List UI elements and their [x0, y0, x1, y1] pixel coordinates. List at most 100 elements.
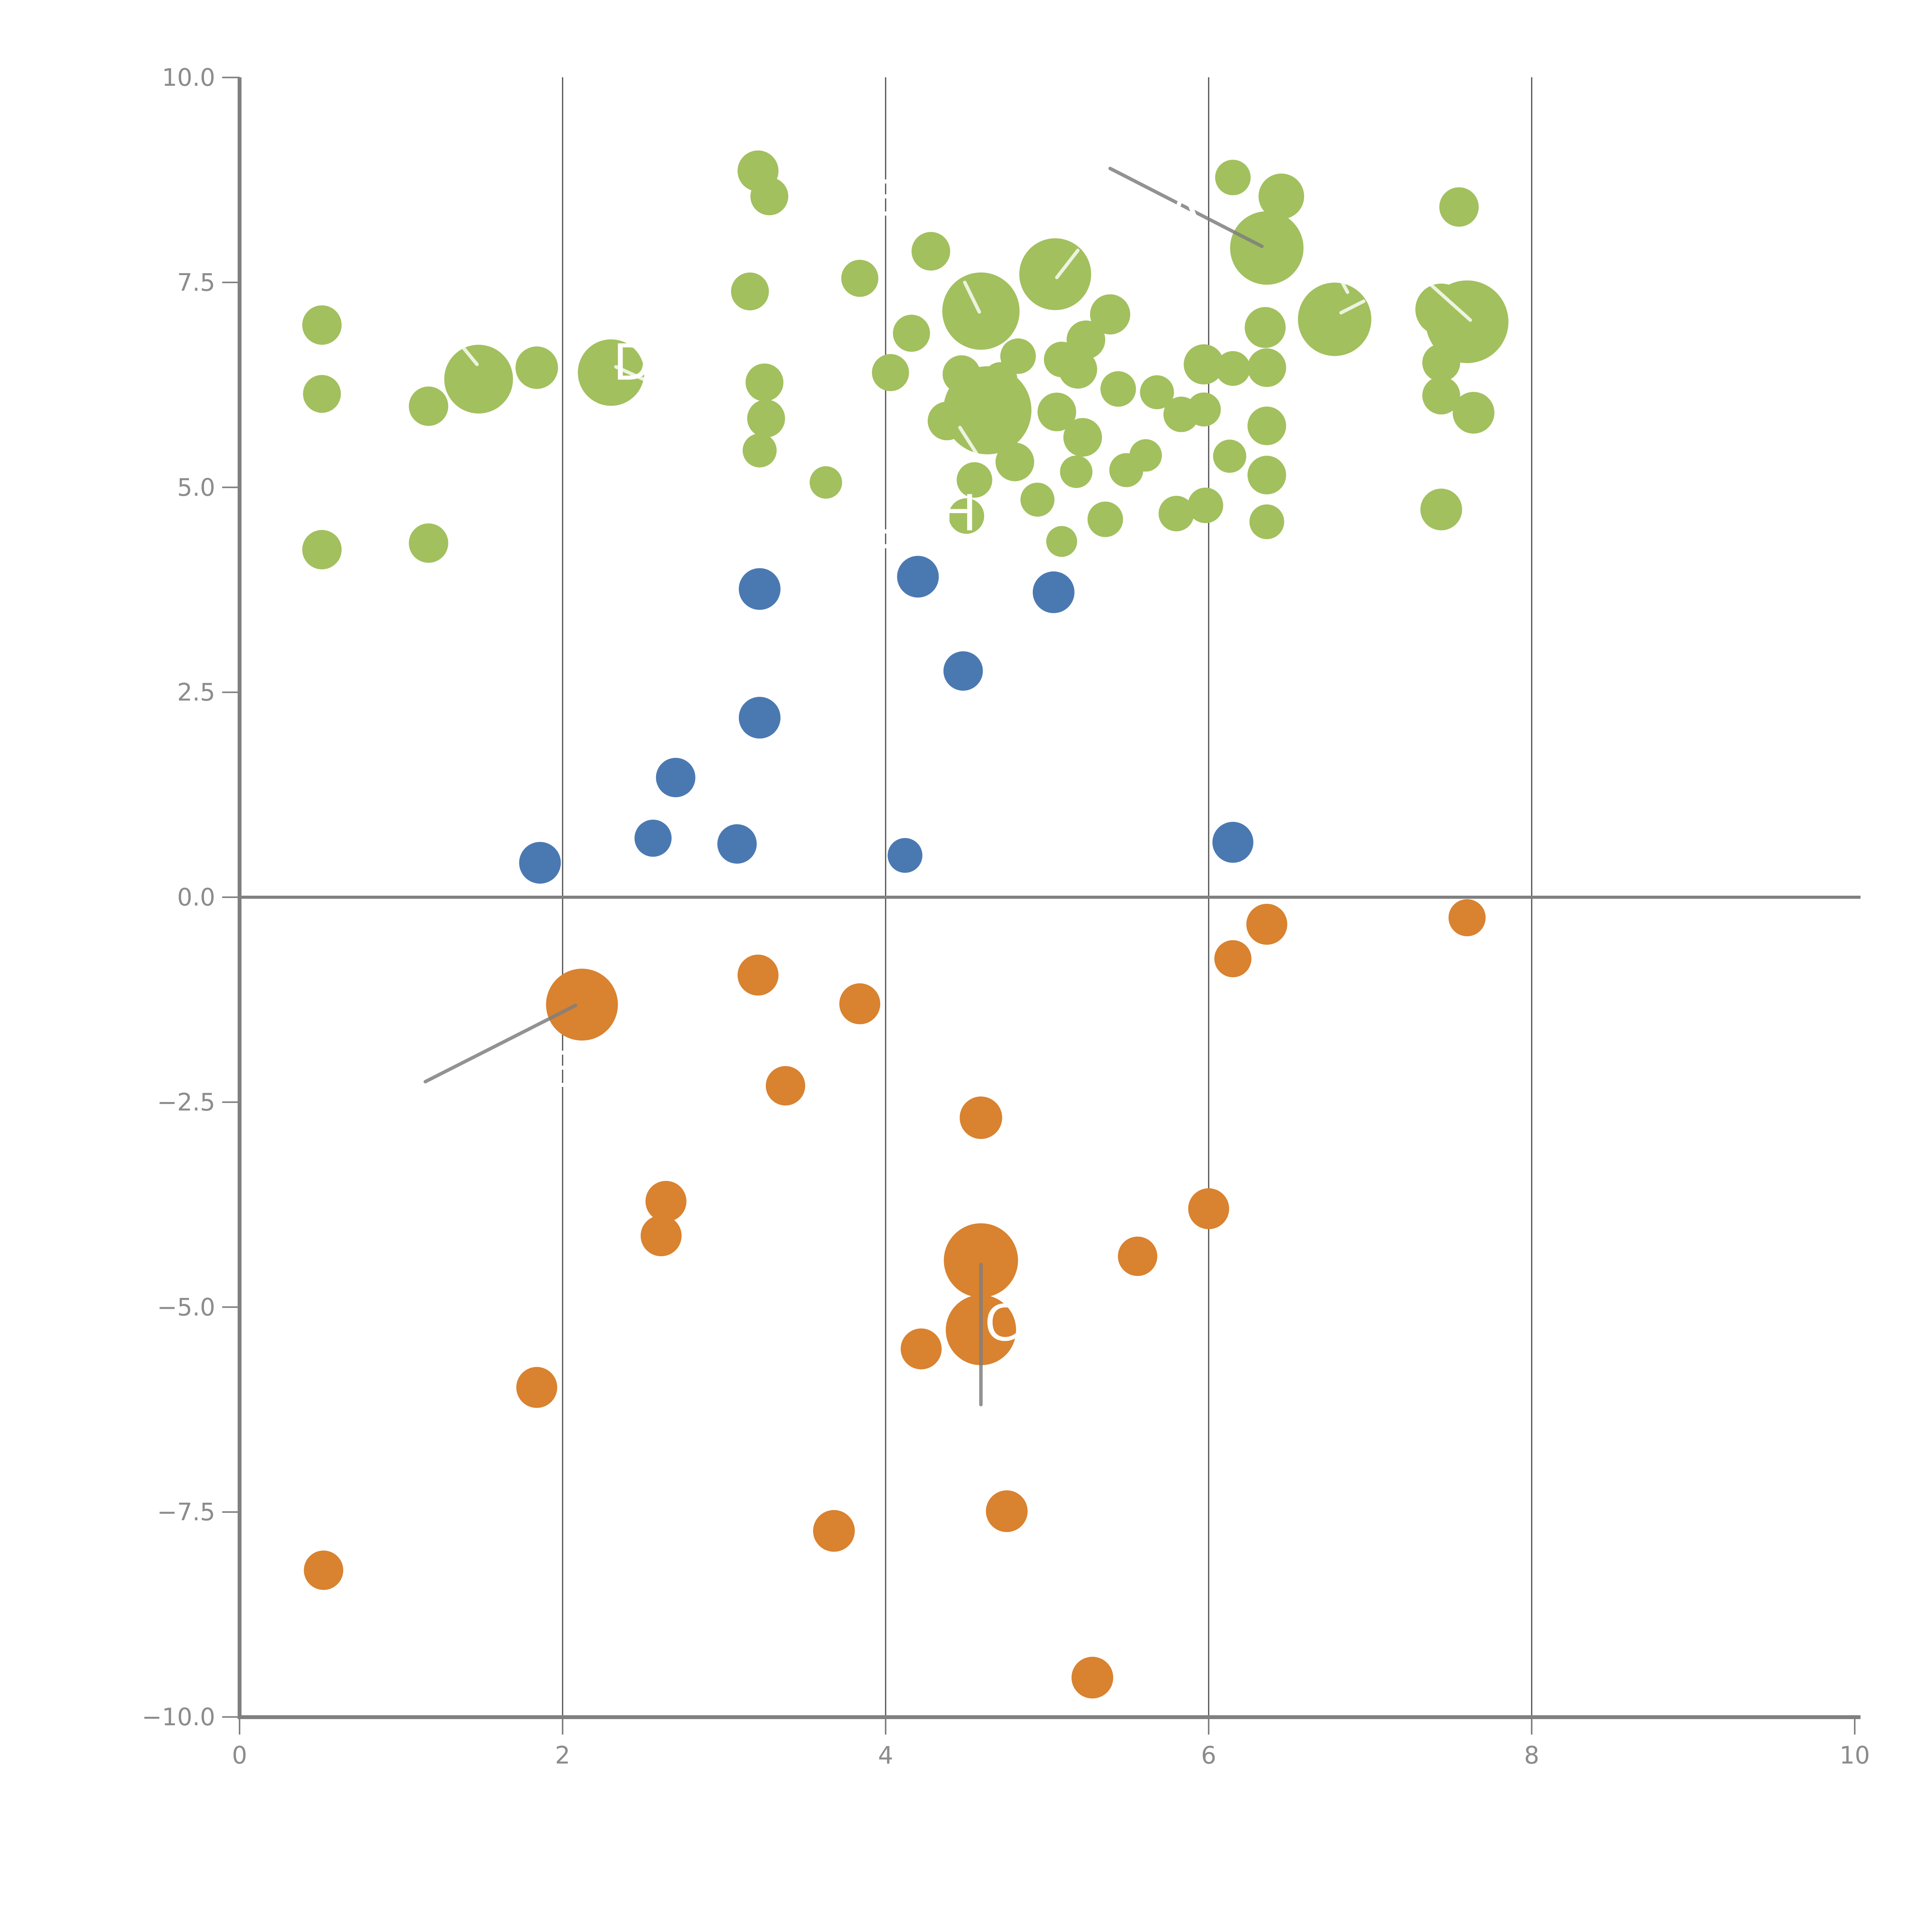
bubble-green	[1100, 371, 1136, 407]
bubble-green	[302, 530, 342, 570]
bubble-green	[841, 260, 879, 297]
bubble-green	[1249, 504, 1284, 539]
bubble-green	[409, 523, 449, 563]
bubble-green	[1090, 294, 1131, 335]
bubble-green	[912, 232, 951, 271]
bubble-orange	[839, 983, 881, 1024]
bubble-green	[1109, 453, 1143, 487]
bubble-orange	[640, 1215, 682, 1257]
bubble-green	[578, 339, 645, 406]
bubble-blue	[888, 838, 923, 873]
bubble-blue	[717, 824, 757, 864]
bubble-blue	[656, 758, 696, 798]
bubble-orange	[959, 1096, 1002, 1139]
bubble-orange	[1246, 904, 1287, 945]
bubble-green	[1140, 375, 1174, 410]
x-tick-label: 2	[555, 1741, 570, 1769]
bubble-orange	[813, 1510, 855, 1552]
point-label-B: B	[547, 1041, 581, 1099]
leader-line-gray-1	[423, 1003, 577, 1083]
bubble-green	[1452, 392, 1495, 434]
bubble-green	[810, 466, 842, 499]
bubble-green	[1247, 406, 1286, 446]
bubble-green	[1215, 160, 1251, 196]
bubble-orange	[737, 954, 779, 996]
leader-line-white-3	[1339, 299, 1366, 315]
y-tick-label: 5.0	[177, 473, 215, 502]
y-tick-label: 0.0	[177, 883, 215, 912]
y-tick-label: 7.5	[177, 268, 215, 296]
bubble-green	[1230, 211, 1304, 285]
y-tick-label: 10.0	[162, 63, 215, 92]
bubble-green	[742, 433, 777, 468]
bubble-green	[1215, 351, 1250, 386]
bubble-green	[1187, 487, 1223, 523]
bubble-green	[983, 362, 1017, 396]
bubble-green	[956, 462, 992, 498]
bubble-green	[1247, 456, 1286, 495]
bubble-green	[1422, 376, 1460, 415]
y-tick-label: −2.5	[157, 1088, 215, 1116]
bubble-orange	[900, 1328, 942, 1369]
point-label-E: E	[870, 170, 901, 228]
bubble-green	[1063, 418, 1102, 457]
leader-line-white-6	[614, 365, 645, 381]
bubble-blue	[943, 651, 983, 691]
bubble-orange	[1188, 1188, 1229, 1230]
y-tick-label: −10.0	[142, 1703, 215, 1731]
bubble-orange	[304, 1550, 344, 1590]
bubble-green	[745, 363, 784, 401]
bubble-blue	[1212, 821, 1253, 863]
x-tick-label: 10	[1840, 1741, 1870, 1769]
bubble-green	[1259, 173, 1304, 219]
bubble-green	[942, 272, 1020, 350]
bubble-green	[1037, 393, 1077, 432]
y-tick-label: −7.5	[157, 1498, 215, 1526]
bubble-orange	[516, 1367, 558, 1408]
point-label-H: H	[940, 485, 977, 543]
bubble-orange	[1118, 1236, 1158, 1276]
bubble-green	[1247, 348, 1286, 387]
y-tick-label: 2.5	[177, 678, 215, 706]
bubble-green	[1019, 238, 1091, 310]
bubble-green	[750, 177, 789, 216]
point-label-D: D	[613, 334, 651, 391]
bubble-green	[1425, 280, 1509, 363]
x-tick-label: 6	[1201, 1741, 1216, 1769]
bubble-orange	[1214, 940, 1252, 978]
bubble-orange	[645, 1181, 687, 1222]
bubble-green	[747, 400, 785, 438]
bubble-green	[302, 305, 342, 345]
bubble-green	[872, 354, 909, 391]
bubble-orange	[1448, 899, 1486, 937]
leader-line-white-2	[958, 425, 980, 457]
bubble-blue	[519, 842, 561, 884]
bubble-green	[1439, 187, 1479, 227]
bubble-green	[893, 315, 930, 352]
leader-line-gray-0	[1108, 167, 1264, 248]
bubble-blue	[1032, 571, 1075, 613]
bubble-blue	[897, 556, 939, 598]
bubble-blue	[634, 820, 672, 857]
leader-line-white-0	[963, 281, 981, 314]
bubble-green	[1020, 483, 1054, 517]
x-tick-label: 0	[232, 1741, 247, 1769]
leader-line-white-5	[1341, 281, 1349, 294]
x-tick-label: 8	[1524, 1741, 1539, 1769]
point-label-A: A	[1168, 182, 1202, 239]
bubble-orange	[546, 968, 618, 1041]
point-label-F: F	[871, 520, 900, 578]
bubble-green	[1184, 344, 1224, 385]
bubble-green	[1060, 455, 1093, 488]
bubble-green	[303, 375, 341, 413]
y-tick-label: −5.0	[157, 1293, 215, 1321]
bubble-green	[1422, 344, 1460, 382]
leader-line-white-1	[1055, 248, 1080, 279]
leader-line-white-7	[459, 343, 479, 366]
bubble-green	[1213, 439, 1247, 473]
x-tick-label: 4	[878, 1741, 893, 1769]
bubble-green	[1420, 488, 1462, 531]
bubble-green	[515, 346, 558, 389]
